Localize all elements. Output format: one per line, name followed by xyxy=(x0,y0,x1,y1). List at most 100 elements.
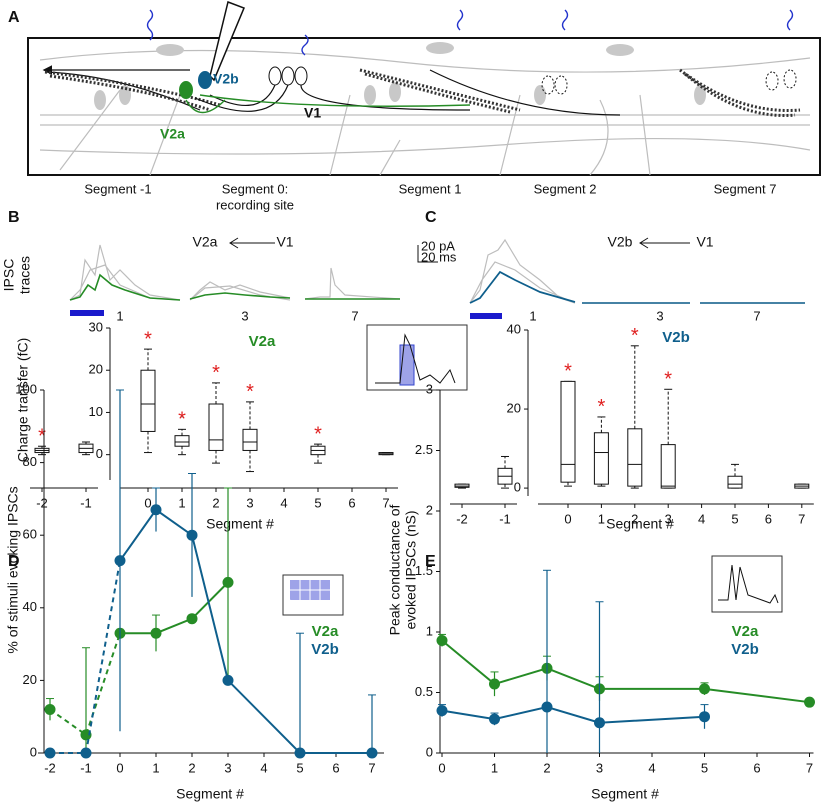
x-tick-label: 3 xyxy=(246,495,253,510)
cell-label: V1 xyxy=(304,105,321,121)
x-tick-label: 1 xyxy=(178,495,185,510)
x-tick-label: 0 xyxy=(116,760,123,775)
trace-label: 3 xyxy=(241,308,248,323)
segment-label: recording site xyxy=(216,197,294,212)
x-tick-label: 0 xyxy=(564,511,571,526)
point xyxy=(44,747,56,759)
x-tick-label: -2 xyxy=(44,760,56,775)
pathway-source: V1 xyxy=(276,234,293,250)
ipsc-traces xyxy=(69,237,805,391)
x-tick-label: 4 xyxy=(280,495,287,510)
x-tick-label: 5 xyxy=(701,760,708,775)
trace-label: 7 xyxy=(351,308,358,323)
point xyxy=(594,717,605,729)
trace-label: 1 xyxy=(529,308,536,323)
x-tick-label: 7 xyxy=(368,760,375,775)
box xyxy=(140,369,156,432)
significance-star: * xyxy=(144,328,152,350)
point xyxy=(186,613,198,625)
x-tick-label: 2 xyxy=(188,760,195,775)
series-line xyxy=(50,560,121,754)
pathway-target: V2b xyxy=(608,234,633,250)
y-tick-label: 2 xyxy=(426,502,433,517)
x-tick-label: 7 xyxy=(806,760,813,775)
point xyxy=(80,747,92,759)
point xyxy=(150,504,162,516)
panel-letter: E xyxy=(425,553,436,570)
point xyxy=(186,529,198,541)
x-tick-label: -1 xyxy=(80,760,92,775)
legend-entry: V2b xyxy=(731,641,759,658)
legend-entry: V2a xyxy=(732,623,759,640)
significance-star: * xyxy=(314,423,322,445)
legend-entry: V2a xyxy=(312,623,339,640)
scale-label: 20 ms xyxy=(421,249,457,264)
x-tick-label: 4 xyxy=(648,760,655,775)
y-tick-label: 40 xyxy=(507,321,521,336)
segment-label: Segment 0: xyxy=(222,181,289,196)
segment-label: Segment -1 xyxy=(84,181,151,196)
box xyxy=(627,428,643,487)
x-tick-label: 6 xyxy=(332,760,339,775)
point xyxy=(541,701,553,713)
significance-star: * xyxy=(598,396,606,418)
point xyxy=(222,576,234,588)
y-tick-label: 10 xyxy=(89,404,103,419)
panel-letter: C xyxy=(425,209,437,226)
segment-label: Segment 2 xyxy=(534,181,597,196)
y-tick-label: 20 xyxy=(23,672,37,687)
significance-star: * xyxy=(631,325,639,347)
x-tick-label: 3 xyxy=(596,760,603,775)
point xyxy=(294,747,306,759)
legend-entry: V2b xyxy=(311,641,339,658)
x-tick-label: 0 xyxy=(144,495,151,510)
x-tick-label: -1 xyxy=(80,495,92,510)
y-tick-label: 1.5 xyxy=(415,563,433,578)
point xyxy=(150,627,162,639)
trace-axis-label: IPSC xyxy=(1,259,17,292)
series-line xyxy=(49,632,121,737)
y-tick-label: 30 xyxy=(89,319,103,334)
box xyxy=(727,475,743,489)
x-tick-label: 2 xyxy=(543,760,550,775)
y-tick-label: 100 xyxy=(15,381,37,396)
x-tick-label: 7 xyxy=(798,511,805,526)
insets xyxy=(282,555,783,616)
x-tick-label: 5 xyxy=(731,511,738,526)
y-tick-label: 0 xyxy=(30,744,37,759)
y-axis-title: Peak conductance of xyxy=(387,505,403,636)
y-tick-label: 80 xyxy=(23,454,37,469)
x-tick-label: 7 xyxy=(382,495,389,510)
cell-label: V2b xyxy=(213,71,239,87)
x-tick-label: 3 xyxy=(224,760,231,775)
x-tick-label: 2 xyxy=(631,511,638,526)
y-tick-label: 3 xyxy=(426,381,433,396)
y-axis-title: % of stimuli evoking IPSCs xyxy=(5,486,21,653)
y-tick-label: 20 xyxy=(89,362,103,377)
x-tick-label: 5 xyxy=(314,495,321,510)
significance-star: * xyxy=(664,369,672,391)
x-tick-label: 4 xyxy=(260,760,267,775)
x-axis-title: Segment # xyxy=(591,786,659,802)
point xyxy=(804,696,815,708)
y-tick-label: 0 xyxy=(426,744,433,759)
box xyxy=(208,403,224,451)
series-line xyxy=(441,639,810,704)
x-tick-label: 2 xyxy=(212,495,219,510)
point xyxy=(699,683,710,695)
series-label: V2b xyxy=(662,329,690,346)
series-label: V2a xyxy=(249,333,276,350)
trace-label: 3 xyxy=(656,308,663,323)
pathway-source: V1 xyxy=(696,234,713,250)
trace-axis-label: traces xyxy=(17,256,33,294)
x-tick-label: -2 xyxy=(456,511,468,526)
scale-label: 20 pA xyxy=(421,238,455,253)
y-tick-label: 0 xyxy=(96,446,103,461)
point xyxy=(222,674,234,686)
box xyxy=(593,432,609,485)
point xyxy=(436,634,448,646)
x-tick-label: 0 xyxy=(438,760,445,775)
point xyxy=(699,711,710,723)
point xyxy=(489,678,500,690)
